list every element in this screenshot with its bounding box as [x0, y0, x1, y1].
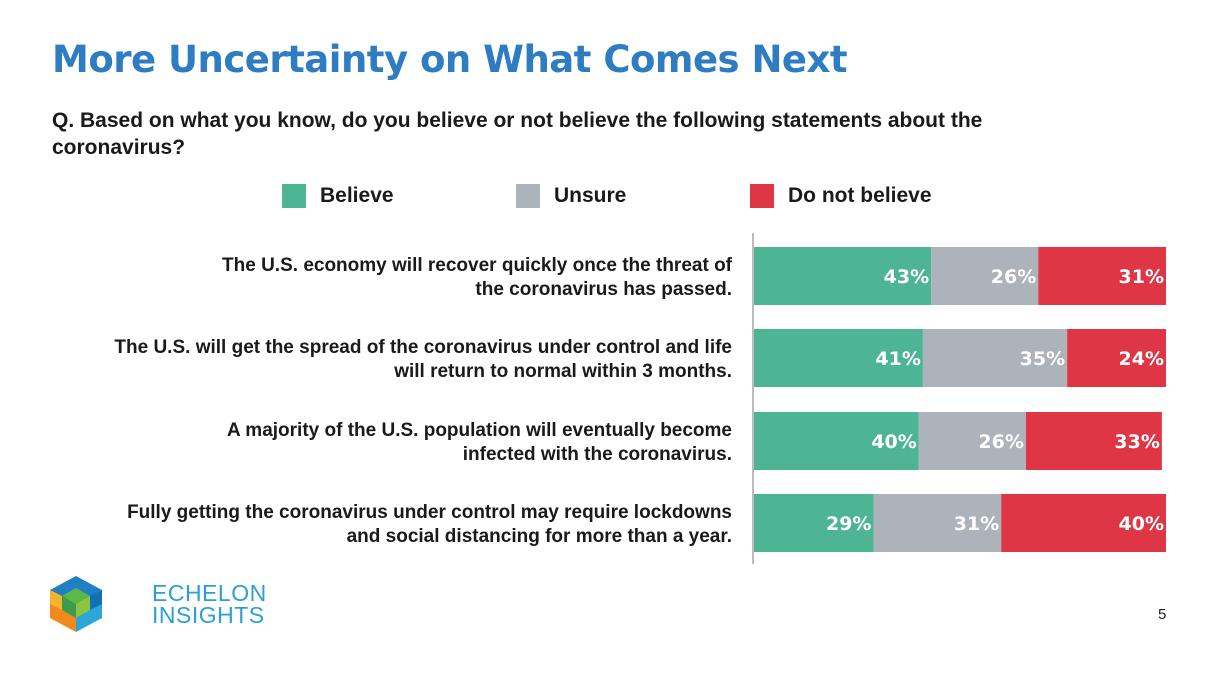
bar-segment-do-not-believe [1025, 412, 1162, 470]
legend-swatch-do-not-believe [750, 184, 774, 208]
legend-label-do-not-believe: Do not believe [788, 184, 932, 207]
bar-segment-do-not-believe [1067, 329, 1166, 387]
bar-segment-unsure [873, 494, 1002, 552]
category-label-line: The U.S. economy will recover quickly on… [222, 255, 732, 276]
logo-text-line2: INSIGHTS [152, 602, 265, 628]
legend-do-not-believe: Do not believe [750, 184, 932, 208]
data-label-do-not-believe: 33% [1114, 431, 1159, 453]
bar-segment-believe [754, 494, 874, 552]
data-label-believe: 29% [826, 513, 871, 535]
slide-title: More Uncertainty on What Comes Next [52, 38, 848, 81]
category-label-line: A majority of the U.S. population will e… [227, 420, 732, 441]
category-label-line: will return to normal within 3 months. [394, 361, 732, 382]
data-label-unsure: 31% [954, 513, 999, 535]
data-label-unsure: 26% [991, 266, 1036, 288]
data-label-believe: 41% [875, 348, 920, 370]
page-number: 5 [1158, 606, 1167, 623]
category-label-line: The U.S. will get the spread of the coro… [114, 337, 732, 358]
company-logo: ECHELON INSIGHTS [46, 574, 266, 634]
category-label-line: and social distancing for more than a ye… [346, 526, 732, 547]
category-label-line: the coronavirus has passed. [475, 279, 732, 300]
bar-segment-unsure [918, 412, 1026, 470]
data-label-unsure: 35% [1020, 348, 1065, 370]
data-label-do-not-believe: 31% [1119, 266, 1164, 288]
legend-swatch-believe [282, 184, 306, 208]
bar-segment-unsure [922, 329, 1068, 387]
bar-segment-unsure [931, 247, 1039, 305]
legend-label-unsure: Unsure [554, 184, 627, 207]
category-label: Fully getting the coronavirus under cont… [32, 501, 732, 549]
legend-label-believe: Believe [320, 184, 394, 207]
category-label: The U.S. economy will recover quickly on… [32, 254, 732, 302]
logo-cube-icon [50, 576, 102, 632]
legend-unsure: Unsure [516, 184, 626, 208]
survey-question: Q. Based on what you know, do you believ… [52, 109, 983, 159]
data-label-unsure: 26% [978, 431, 1023, 453]
bar-segment-do-not-believe [1038, 247, 1166, 305]
bar-segment-believe [754, 247, 932, 305]
data-label-believe: 43% [884, 266, 929, 288]
legend-swatch-unsure [516, 184, 540, 208]
legend-believe: Believe [282, 184, 394, 208]
bar-segment-do-not-believe [1001, 494, 1166, 552]
category-label: The U.S. will get the spread of the coro… [32, 336, 732, 384]
data-label-do-not-believe: 40% [1119, 513, 1164, 535]
logo-text-line1: ECHELON [152, 580, 267, 606]
data-label-believe: 40% [871, 431, 916, 453]
bar-segment-believe [754, 412, 919, 470]
data-label-do-not-believe: 24% [1119, 348, 1164, 370]
bar-segment-believe [754, 329, 923, 387]
category-label-line: Fully getting the coronavirus under cont… [127, 502, 732, 523]
category-label-line: infected with the coronavirus. [462, 444, 732, 465]
category-label: A majority of the U.S. population will e… [32, 419, 732, 467]
